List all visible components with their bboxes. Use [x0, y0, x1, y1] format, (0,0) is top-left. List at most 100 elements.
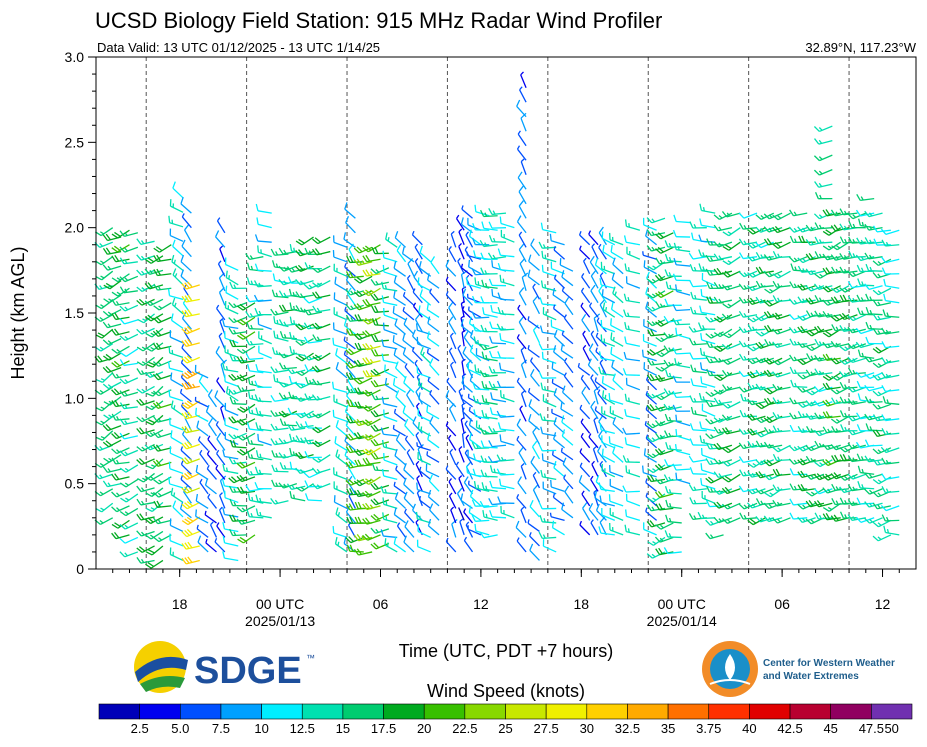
wind-barb — [590, 519, 599, 536]
wind-barb — [532, 471, 541, 489]
wind-barb — [447, 434, 457, 451]
wind-barb — [516, 145, 527, 161]
wind-barb — [641, 349, 657, 362]
wind-barb — [415, 460, 423, 478]
wind-barb — [830, 285, 850, 294]
wind-barb — [611, 360, 624, 376]
wind-barb — [474, 523, 490, 536]
wind-barb — [222, 535, 239, 547]
wind-barb — [152, 329, 172, 337]
wind-barb — [763, 441, 783, 449]
wind-barb — [475, 348, 490, 362]
wind-barb — [645, 286, 658, 304]
y-tick-label-0: 0 — [76, 561, 84, 577]
wind-barb — [171, 297, 184, 315]
wind-barb — [229, 439, 247, 449]
wind-barb — [370, 452, 389, 460]
wind-barb — [229, 498, 247, 507]
wind-barb — [721, 343, 741, 350]
wind-barb — [218, 332, 226, 350]
wind-barb — [354, 459, 373, 467]
wind-barb — [561, 270, 574, 287]
wind-barb — [461, 358, 466, 376]
wind-barb — [747, 297, 766, 305]
wind-barb — [199, 449, 209, 466]
wind-barb — [449, 332, 457, 350]
wind-barb — [271, 464, 289, 473]
wind-barb — [601, 507, 616, 521]
wind-barb — [370, 278, 389, 286]
wind-barb — [119, 333, 139, 342]
wind-barb — [146, 458, 164, 470]
wind-barb — [553, 417, 566, 434]
wind-barb — [416, 539, 431, 553]
wind-barb — [111, 447, 130, 455]
wind-barb — [699, 435, 716, 446]
wind-barb — [119, 359, 138, 367]
wind-barb — [236, 345, 256, 354]
wind-barb — [797, 325, 816, 334]
wind-barb — [664, 530, 682, 539]
wind-barb — [404, 520, 415, 538]
x-tick-label-1: 00 UTC — [256, 596, 304, 612]
wind-barb — [344, 448, 356, 466]
wind-barb — [689, 423, 707, 432]
wind-barb — [119, 507, 139, 517]
wind-barb — [427, 518, 440, 536]
x-tick-label-4: 18 — [574, 596, 590, 612]
wind-barb — [273, 374, 289, 386]
wind-barb — [370, 498, 390, 506]
wind-barb — [458, 507, 465, 521]
wind-barb — [345, 216, 356, 234]
wind-barb — [797, 458, 816, 466]
wind-barb — [136, 385, 155, 394]
wind-barb — [181, 556, 200, 565]
wind-barb — [517, 476, 527, 495]
wind-barb — [532, 324, 541, 344]
wind-barb — [295, 249, 314, 257]
wind-barb — [738, 456, 758, 463]
wind-barb — [553, 432, 565, 449]
wind-barb — [224, 374, 239, 387]
colorbar-swatch-19 — [871, 703, 913, 720]
wind-barb — [458, 475, 465, 492]
wind-barb — [622, 368, 640, 376]
wind-barb — [102, 247, 122, 255]
wind-barb — [144, 429, 164, 438]
wind-barb — [362, 476, 381, 485]
wind-barb — [872, 414, 891, 422]
wind-barb — [219, 245, 226, 263]
wind-barb — [822, 353, 841, 362]
wind-barb — [848, 220, 866, 229]
wind-barb — [119, 286, 138, 294]
wind-barb — [146, 356, 164, 368]
wind-barb — [622, 427, 640, 435]
wind-barb — [119, 304, 139, 312]
wind-barb — [344, 306, 356, 321]
wind-barb — [222, 463, 239, 475]
wind-barb — [254, 263, 272, 272]
wind-barb — [181, 425, 200, 434]
wind-barb — [381, 396, 398, 408]
wind-barb — [353, 303, 373, 311]
wind-barb — [646, 348, 666, 356]
wind-barb — [474, 277, 490, 289]
wind-barb — [179, 502, 192, 519]
wind-barb — [813, 154, 833, 162]
x-tick-date-1: 2025/01/13 — [245, 613, 315, 629]
wind-barb — [538, 371, 557, 379]
wind-barb — [311, 322, 331, 330]
wind-barb — [237, 534, 256, 544]
wind-barb — [560, 447, 574, 461]
wind-barb — [384, 538, 398, 553]
wind-barb — [415, 431, 423, 449]
water-drop-icon — [725, 654, 735, 680]
wind-barb — [541, 351, 557, 364]
wind-barb — [362, 342, 381, 351]
wind-barb — [700, 333, 716, 345]
wind-barb — [287, 407, 306, 415]
wind-barb — [612, 257, 624, 275]
wind-barb — [479, 531, 498, 539]
wind-barb — [254, 394, 272, 403]
wind-barb — [763, 502, 783, 510]
